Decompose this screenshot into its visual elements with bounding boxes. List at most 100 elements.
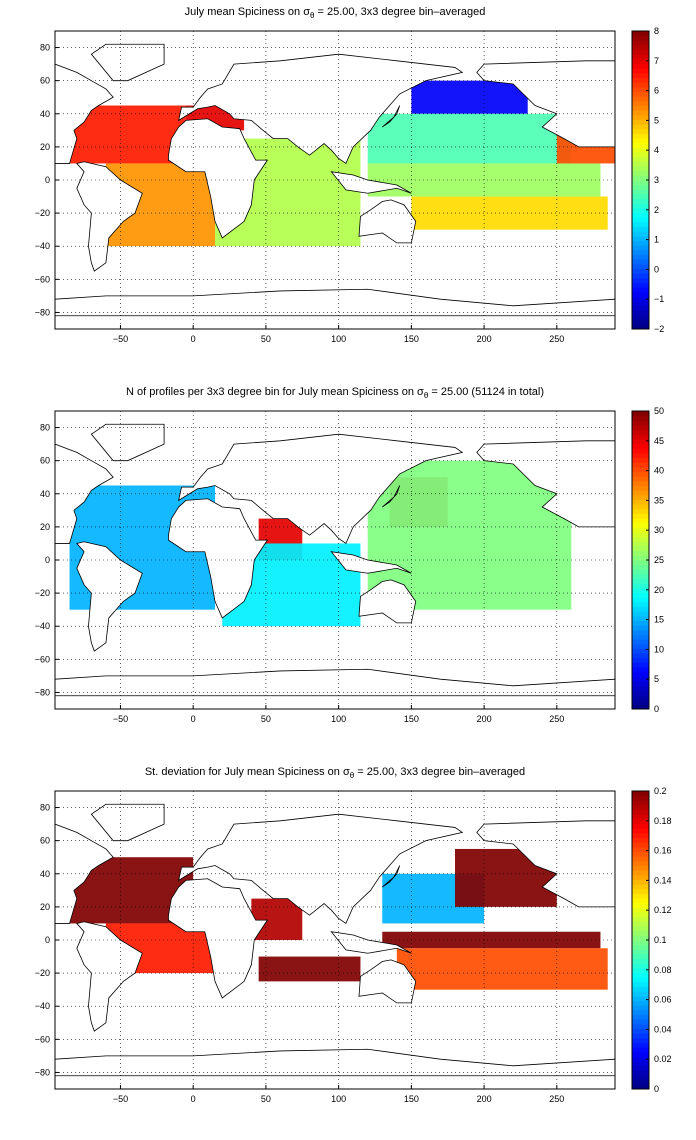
- x-tick-label-2: 50: [261, 334, 271, 344]
- colorbar-tick-label-6: 0.12: [654, 905, 672, 915]
- colorbar-step-62: [632, 415, 649, 421]
- x-tick-label-5: 200: [477, 334, 492, 344]
- chart-title-2-tail: = 25.00 (51124 in total): [428, 386, 544, 398]
- colorbar-step-8: [632, 287, 649, 293]
- colorbar-step-23: [632, 977, 649, 983]
- colorbar-step-34: [632, 166, 649, 172]
- y-tick-label-4: 0: [45, 935, 50, 945]
- colorbar-step-23: [632, 597, 649, 603]
- colorbar-step-10: [632, 657, 649, 663]
- colorbar-step-11: [632, 1033, 649, 1039]
- y-tick-label-7: 60: [40, 456, 50, 466]
- landmass-3: [178, 813, 464, 925]
- chart-panel-3: St. deviation for July mean Spiciness on…: [0, 760, 696, 1130]
- chart-title-3-main: St. deviation for July mean Spiciness on…: [144, 766, 350, 778]
- colorbar-step-51: [632, 466, 649, 473]
- colorbar-step-29: [632, 949, 649, 955]
- colorbar-step-19: [632, 995, 649, 1002]
- x-tick-label-0: −50: [113, 714, 128, 724]
- chart-svg-2: −50 0 50 100 150 200 250−80−60−40−200204060800…: [35, 406, 664, 724]
- region-cell-4: [411, 80, 528, 114]
- region-cell-3: [258, 956, 361, 982]
- colorbar-step-3: [632, 1070, 649, 1076]
- colorbar-step-4: [632, 1065, 649, 1071]
- colorbar-step-7: [632, 1051, 649, 1057]
- gridlines: [55, 791, 615, 1089]
- colorbar-step-4: [632, 685, 649, 691]
- colorbar-tick-label-1: 5: [654, 674, 659, 684]
- chart-title-1-tail: = 25.00, 3x3 degree bin–averaged: [314, 6, 486, 18]
- chart-panel-2: N of profiles per 3x3 degree bin for Jul…: [0, 380, 696, 750]
- colorbar-step-12: [632, 1028, 649, 1034]
- colorbar-step-18: [632, 240, 649, 246]
- colorbar-tick-label-4: 20: [654, 585, 664, 595]
- x-tick-label-5: 200: [477, 1094, 492, 1104]
- chart-title-3: St. deviation for July mean Spiciness on…: [55, 766, 615, 780]
- colorbar-step-58: [632, 814, 649, 820]
- y-tick-label-1: −60: [35, 274, 50, 284]
- colorbar-step-15: [632, 1014, 649, 1020]
- landmass-4: [358, 579, 417, 624]
- colorbar-step-54: [632, 72, 649, 79]
- colorbar-step-8: [632, 667, 649, 673]
- colorbar-step-53: [632, 77, 649, 83]
- colorbar-step-26: [632, 203, 649, 209]
- y-tick-label-8: 80: [40, 423, 50, 433]
- colorbar-step-27: [632, 198, 649, 204]
- colorbar-tick-label-1: 0.02: [654, 1054, 672, 1064]
- colorbar-step-35: [632, 541, 649, 547]
- colorbar-step-11: [632, 653, 649, 659]
- y-tick-label-3: −20: [35, 968, 50, 978]
- chart-title-3-sub: θ: [349, 771, 355, 781]
- colorbar-step-33: [632, 170, 649, 176]
- landmass-1: [76, 921, 143, 1032]
- colorbar-step-24: [632, 592, 649, 598]
- colorbar-step-41: [632, 133, 649, 139]
- colorbar-step-31: [632, 180, 649, 186]
- colorbar-step-36: [632, 156, 649, 162]
- colorbar-step-42: [632, 888, 649, 894]
- colorbar-tick-label-3: 15: [654, 615, 664, 625]
- colorbar-step-32: [632, 555, 649, 561]
- y-tick-label-6: 40: [40, 489, 50, 499]
- colorbar-step-3: [632, 310, 649, 316]
- colorbar-tick-label-2: 10: [654, 644, 664, 654]
- colorbar-tick-label-10: 8: [654, 26, 659, 36]
- x-tick-label-5: 200: [477, 714, 492, 724]
- x-tick-label-3: 100: [331, 334, 346, 344]
- colorbar-step-62: [632, 795, 649, 801]
- chart-title-1: July mean Spiciness on σθ = 25.00, 3x3 d…: [55, 6, 615, 20]
- colorbar-step-0: [632, 704, 649, 710]
- colorbar-step-61: [632, 40, 649, 46]
- colorbar-tick-label-7: 5: [654, 115, 659, 125]
- chart-title-1-sub: θ: [310, 11, 315, 21]
- colorbar-step-30: [632, 184, 649, 190]
- landmass-8: [382, 485, 401, 508]
- colorbar-step-53: [632, 457, 649, 463]
- y-tick-label-4: 0: [45, 175, 50, 185]
- colorbar-tick-label-4: 2: [654, 205, 659, 215]
- colorbar-step-28: [632, 573, 649, 580]
- colorbar-step-50: [632, 471, 649, 477]
- colorbar: −2 −1 0 1 2 3 4 5 6 7 8: [631, 26, 664, 334]
- colorbar-step-21: [632, 226, 649, 232]
- colorbar-tick-label-8: 0.16: [654, 846, 672, 856]
- colorbar-step-35: [632, 921, 649, 927]
- colorbar-step-40: [632, 518, 649, 524]
- colorbar-step-1: [632, 319, 649, 325]
- y-tick-label-3: −20: [35, 208, 50, 218]
- colorbar-tick-label-6: 30: [654, 525, 664, 535]
- colorbar-step-10: [632, 277, 649, 283]
- colorbar-step-6: [632, 296, 649, 302]
- colorbar-step-20: [632, 231, 649, 237]
- y-tick-label-8: 80: [40, 43, 50, 53]
- colorbar-step-46: [632, 490, 649, 496]
- colorbar-tick-label-0: 0: [654, 1084, 659, 1094]
- colorbar-step-3: [632, 690, 649, 696]
- colorbar-tick-label-0: −2: [654, 324, 664, 334]
- colorbar-step-45: [632, 874, 649, 880]
- colorbar-step-12: [632, 648, 649, 654]
- colorbar-step-62: [632, 35, 649, 41]
- colorbar: 0 0.02 0.04 0.06 0.08 0.1 0.12 0.14 0.16 0.18 0.2: [631, 786, 672, 1094]
- colorbar-step-1: [632, 1079, 649, 1085]
